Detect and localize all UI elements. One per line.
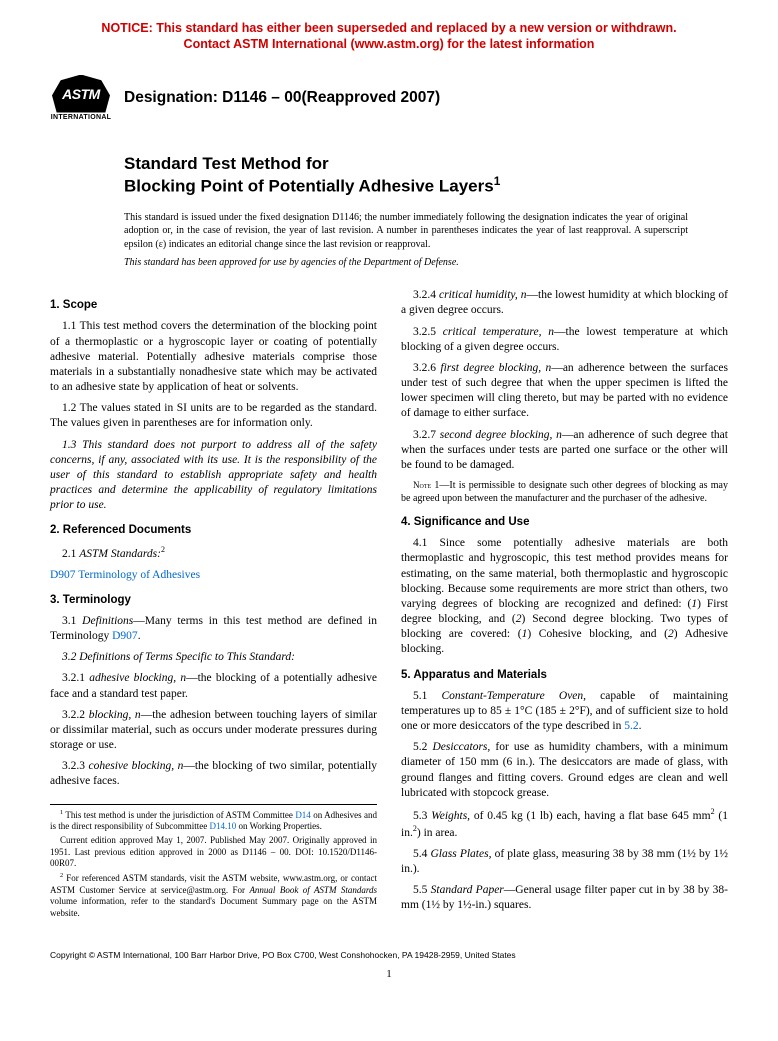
column-left: 1. Scope 1.1 This test method covers the…	[50, 288, 377, 922]
para-2-1: 2.1 ASTM Standards:2	[50, 545, 377, 562]
para-5-4: 5.4 Glass Plates, of plate glass, measur…	[401, 847, 728, 877]
link-d14[interactable]: D14	[295, 810, 311, 820]
para-1-1: 1.1 This test method covers the determin…	[50, 319, 377, 395]
para-5-1: 5.1 Constant-Temperature Oven, capable o…	[401, 689, 728, 735]
title-line1: Standard Test Method for	[124, 153, 728, 174]
title-sup: 1	[494, 174, 501, 188]
section-4-head: 4. Significance and Use	[401, 515, 728, 530]
note-1: Note 1—It is permissible to designate su…	[401, 479, 728, 505]
para-3-1: 3.1 Definitions—Many terms in this test …	[50, 614, 377, 644]
link-d907[interactable]: D907	[50, 569, 76, 581]
para-4-1: 4.1 Since some potentially adhesive mate…	[401, 536, 728, 657]
link-d907-2[interactable]: D907	[112, 630, 138, 642]
para-1-3: 1.3 This standard does not purport to ad…	[50, 438, 377, 514]
para-5-2: 5.2 Desiccators, for use as humidity cha…	[401, 740, 728, 801]
link-terminology[interactable]: Terminology of Adhesives	[78, 569, 200, 581]
section-5-head: 5. Apparatus and Materials	[401, 668, 728, 683]
link-5-2[interactable]: 5.2	[624, 720, 638, 732]
astm-logo: ASTM INTERNATIONAL	[50, 71, 112, 125]
para-3-2-3: 3.2.3 cohesive blocking, n—the blocking …	[50, 759, 377, 789]
para-3-2-1: 3.2.1 adhesive blocking, n—the blocking …	[50, 671, 377, 701]
para-5-3: 5.3 Weights, of 0.45 kg (1 lb) each, hav…	[401, 807, 728, 841]
header-row: ASTM INTERNATIONAL Designation: D1146 – …	[50, 71, 728, 125]
body-columns: 1. Scope 1.1 This test method covers the…	[50, 288, 728, 922]
column-right: 3.2.4 critical humidity, n—the lowest hu…	[401, 288, 728, 922]
link-d1410[interactable]: D14.10	[209, 821, 236, 831]
title-line2: Blocking Point of Potentially Adhesive L…	[124, 174, 728, 197]
footnote-1: 1 This test method is under the jurisdic…	[50, 809, 377, 833]
intro-text: This standard is issued under the fixed …	[124, 211, 688, 252]
section-2-head: 2. Referenced Documents	[50, 523, 377, 538]
footnotes: 1 This test method is under the jurisdic…	[50, 804, 377, 920]
notice-line1: NOTICE: This standard has either been su…	[101, 21, 676, 35]
para-3-2: 3.2 Definitions of Terms Specific to Thi…	[50, 650, 377, 665]
page-number: 1	[50, 968, 728, 980]
notice-line2: Contact ASTM International (www.astm.org…	[184, 37, 595, 51]
para-5-5: 5.5 Standard Paper—General usage filter …	[401, 883, 728, 913]
title-block: Standard Test Method for Blocking Point …	[124, 153, 728, 197]
designation: Designation: D1146 – 00(Reapproved 2007)	[124, 89, 440, 107]
para-3-2-7: 3.2.7 second degree blocking, n—an adher…	[401, 428, 728, 474]
footnote-1b: Current edition approved May 1, 2007. Pu…	[50, 835, 377, 870]
logo-mark: ASTM	[52, 75, 110, 113]
para-1-2: 1.2 The values stated in SI units are to…	[50, 401, 377, 431]
para-3-2-2: 3.2.2 blocking, n—the adhesion between t…	[50, 708, 377, 754]
section-1-head: 1. Scope	[50, 298, 377, 313]
intro-approved: This standard has been approved for use …	[124, 257, 688, 268]
notice-banner: NOTICE: This standard has either been su…	[50, 20, 728, 53]
para-3-2-5: 3.2.5 critical temperature, n—the lowest…	[401, 325, 728, 355]
logo-subtext: INTERNATIONAL	[51, 114, 112, 121]
ref-link-row: D907 Terminology of Adhesives	[50, 568, 377, 583]
para-3-2-6: 3.2.6 first degree blocking, n—an adhere…	[401, 361, 728, 422]
copyright: Copyright © ASTM International, 100 Barr…	[50, 950, 728, 960]
section-3-head: 3. Terminology	[50, 593, 377, 608]
footnote-2: 2 For referenced ASTM standards, visit t…	[50, 872, 377, 920]
para-3-2-4: 3.2.4 critical humidity, n—the lowest hu…	[401, 288, 728, 318]
